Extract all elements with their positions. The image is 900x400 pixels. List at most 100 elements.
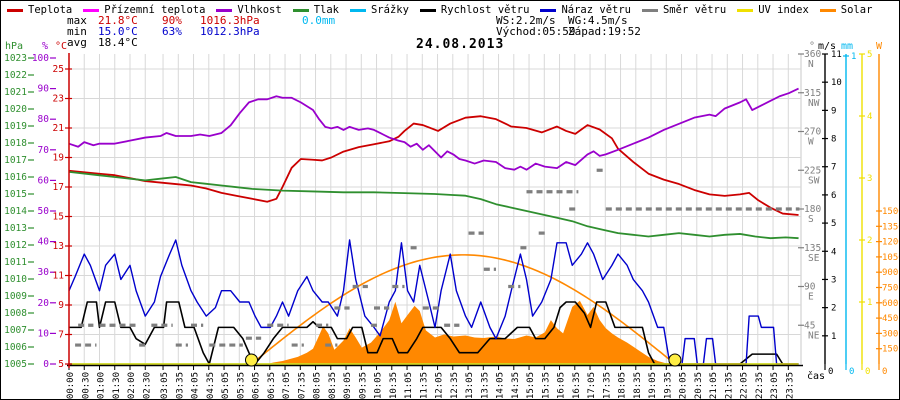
legend-item-5: Rychlost větru — [419, 4, 529, 16]
x-tick-label: 14:05 — [496, 372, 506, 399]
stat-avg-label: avg — [67, 36, 87, 49]
solar-tick-label: 300 — [882, 329, 898, 339]
wind-tick-label: 2 — [831, 304, 836, 314]
temperature-tick-label: 9 — [58, 300, 64, 311]
x-tick-label: 03:35 — [175, 372, 185, 399]
rain-axis-unit: mm — [841, 41, 853, 52]
legend: Teplota Přízemní teplota Vlhkost Tlak Srážky… — [7, 4, 897, 16]
legend-label-2: Vlhkost — [237, 4, 282, 16]
legend-swatch-1 — [83, 8, 100, 12]
pressure-tick-label: 1010 — [4, 274, 27, 285]
legend-swatch-7 — [641, 8, 658, 12]
x-tick-label: 10:35 — [389, 372, 399, 399]
temperature-tick-label: 7 — [58, 330, 64, 341]
pressure-tick-label: 1023 — [4, 53, 27, 64]
legend-swatch-5 — [419, 8, 436, 12]
legend-label-1: Přízemní teplota — [104, 4, 206, 16]
wind-tick-label: 4 — [831, 247, 836, 257]
humidity-tick-label: 30 — [38, 267, 50, 278]
x-tick-label: 16:35 — [572, 372, 582, 399]
x-tick-label: 15:05 — [526, 372, 536, 399]
x-tick-label: 00:00 — [66, 372, 76, 399]
wind-tick-label: 1 — [831, 332, 836, 342]
pressure-tick-label: 1021 — [4, 87, 27, 98]
x-tick-label: 21:05 — [709, 372, 719, 399]
solar-tick-label: 450 — [882, 314, 898, 324]
wind-direction-tick-label: W — [808, 137, 814, 148]
wind-direction-tick-label: 45 — [804, 320, 815, 331]
pressure-tick-label: 1006 — [4, 342, 27, 353]
x-tick-label: 09:35 — [358, 372, 368, 399]
x-tick-label: 20:35 — [694, 372, 704, 399]
x-tick-label: 02:30 — [142, 372, 152, 399]
x-tick-label: 04:05 — [191, 372, 201, 399]
pressure-tick-label: 1016 — [4, 172, 27, 183]
wind-tick-label: 7 — [831, 163, 836, 173]
stat-wind-speed: WS:2.2m/s — [496, 14, 556, 27]
temperature-tick-label: 17 — [53, 182, 64, 193]
humidity-tick-label: 20 — [38, 298, 50, 309]
wind-direction-tick-label: 225 — [804, 165, 821, 176]
chart-title: 24.08.2013 — [416, 37, 505, 52]
legend-swatch-6 — [540, 8, 557, 12]
wind-tick-label: 10 — [831, 78, 842, 88]
wind-tick-label: 8 — [831, 135, 836, 145]
wind-direction-tick-label: 360 — [804, 49, 821, 60]
stat-sunrise: Východ:05:59 — [496, 25, 576, 38]
wind-direction-tick-label: 315 — [804, 88, 821, 99]
legend-swatch-2 — [216, 8, 233, 12]
solar-tick-label: 1350 — [882, 222, 900, 232]
wind-direction-tick-label: 180 — [804, 204, 821, 215]
temperature-tick-label: 19 — [53, 153, 65, 164]
wind-tick-label: 3 — [831, 275, 836, 285]
x-tick-label: 11:05 — [404, 372, 414, 399]
pressure-tick-label: 1012 — [4, 240, 27, 251]
legend-item-1: Přízemní teplota — [83, 4, 205, 16]
solar-tick-label: 1200 — [882, 238, 900, 248]
wind-direction-tick-label: 135 — [804, 243, 821, 254]
solar-tick-label: 900 — [882, 268, 898, 278]
legend-swatch-3 — [292, 8, 309, 12]
x-tick-label: 21:35 — [724, 372, 734, 399]
uv-tick-label: 1 — [867, 298, 872, 308]
temperature-tick-label: 25 — [53, 64, 64, 75]
legend-item-7: Směr větru — [641, 4, 726, 16]
humidity-tick-label: 0 — [43, 359, 49, 370]
legend-label-0: Teplota — [28, 4, 73, 16]
x-tick-label: 22:35 — [755, 372, 765, 399]
series-solar-theoretical — [250, 254, 673, 365]
wind-direction-axis-unit: ° — [809, 41, 815, 52]
temperature-tick-label: 5 — [58, 359, 64, 370]
legend-label-9: Solar — [840, 4, 873, 16]
x-tick-label: 08:35 — [328, 372, 338, 399]
solar-axis-unit: W — [876, 41, 883, 52]
wind-direction-tick-label: N — [808, 59, 814, 70]
humidity-tick-label: 50 — [38, 206, 50, 217]
pressure-tick-label: 1013 — [4, 223, 27, 234]
humidity-tick-label: 90 — [38, 84, 50, 95]
x-tick-label: 10:05 — [374, 372, 384, 399]
x-tick-label: 05:05 — [221, 372, 231, 399]
pressure-tick-label: 1017 — [4, 155, 27, 166]
x-tick-label: 18:05 — [618, 372, 628, 399]
humidity-tick-label: 40 — [38, 237, 50, 248]
stat-max-label: max — [67, 14, 87, 27]
stat-min-label: min — [67, 25, 87, 38]
stat-min-temp: 15.0°C — [98, 25, 138, 38]
legend-item-9: Solar — [819, 4, 873, 16]
legend-swatch-4 — [349, 8, 366, 12]
solar-tick-label: 1050 — [882, 253, 900, 263]
solar-tick-label: 750 — [882, 284, 898, 294]
stat-max-humidity: 90% — [162, 14, 182, 27]
stat-min-humidity: 63% — [162, 25, 182, 38]
wind-zero-label: 0 — [828, 367, 833, 377]
uv-tick-label: 4 — [867, 112, 872, 122]
wind-direction-tick-label: E — [808, 292, 814, 303]
x-tick-label: 06:05 — [252, 372, 262, 399]
x-tick-label: 13:05 — [465, 372, 475, 399]
x-tick-label: 14:35 — [511, 372, 521, 399]
x-tick-label: 06:35 — [267, 372, 277, 399]
legend-swatch-9 — [819, 8, 836, 12]
